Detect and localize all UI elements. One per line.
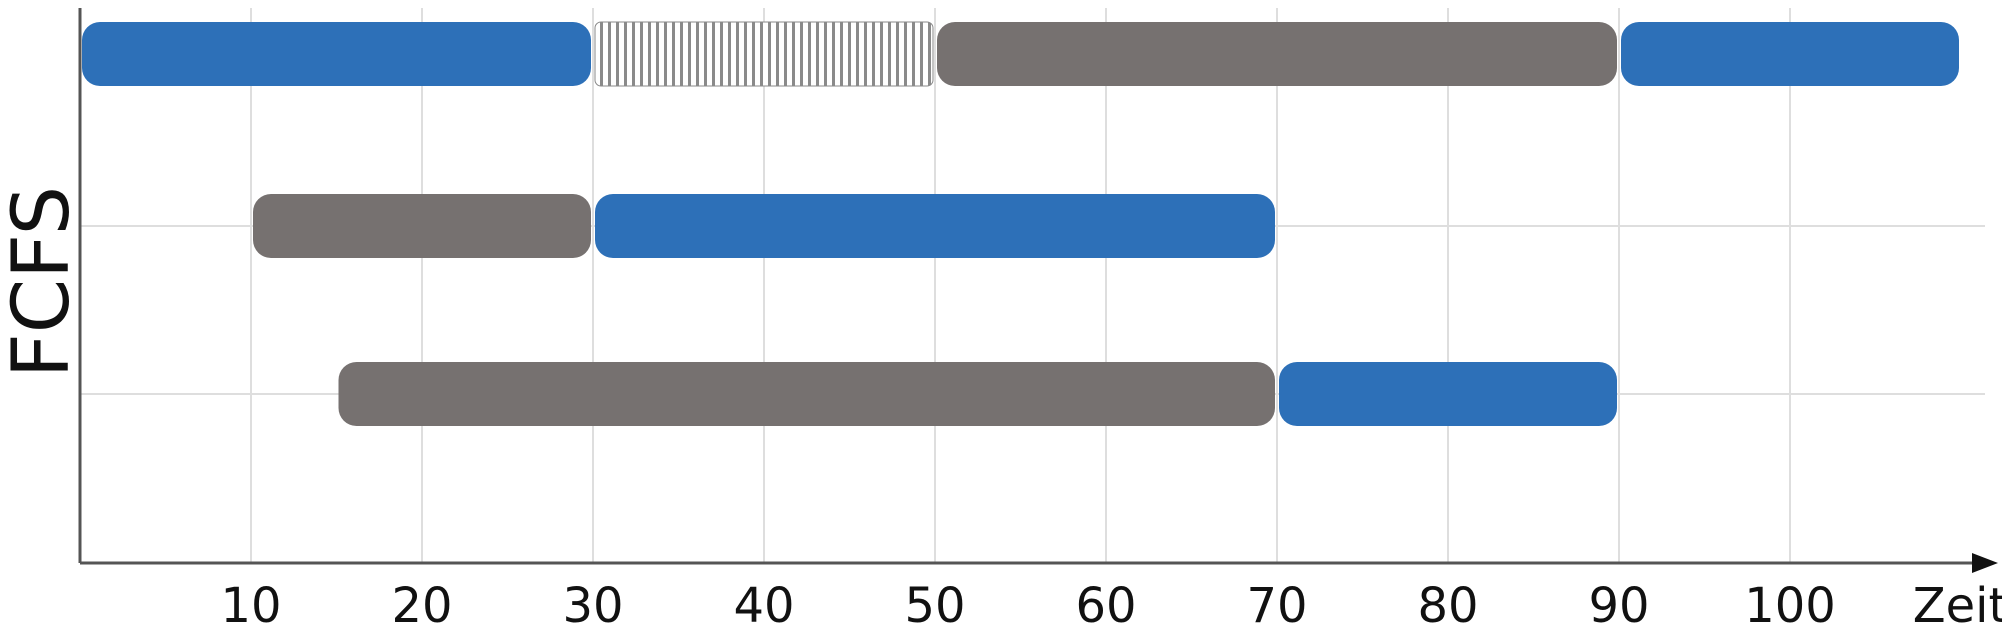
x-axis-title: Zeit (1913, 578, 2002, 633)
x-tick-label-60: 60 (1075, 578, 1136, 633)
x-axis-arrow (1972, 553, 1998, 573)
bar-row1-seg3-ready (937, 22, 1617, 86)
bar-row1-seg1-running (82, 22, 591, 86)
x-tick-label-70: 70 (1246, 578, 1307, 633)
x-tick-label-80: 80 (1417, 578, 1478, 633)
x-tick-label-10: 10 (220, 578, 281, 633)
x-tick-label-50: 50 (904, 578, 965, 633)
bar-row1-seg2-blocked (594, 21, 934, 87)
x-tick-labels: 10 20 30 40 50 60 70 80 90 100 (220, 578, 1835, 633)
bars (82, 21, 1959, 426)
x-tick-label-90: 90 (1588, 578, 1649, 633)
grid (80, 8, 1985, 563)
bar-row2-seg2-running (595, 194, 1275, 258)
x-tick-label-100: 100 (1744, 578, 1836, 633)
bar-row1-seg4-running (1621, 22, 1959, 86)
bar-row2-seg1-ready (253, 194, 591, 258)
x-tick-label-40: 40 (733, 578, 794, 633)
x-tick-label-30: 30 (562, 578, 623, 633)
y-axis-title: FCFS (0, 186, 87, 378)
bar-row3-seg2-running (1279, 362, 1617, 426)
x-tick-label-20: 20 (391, 578, 452, 633)
bar-row3-seg1-ready (338, 362, 1275, 426)
axes (78, 8, 1998, 573)
